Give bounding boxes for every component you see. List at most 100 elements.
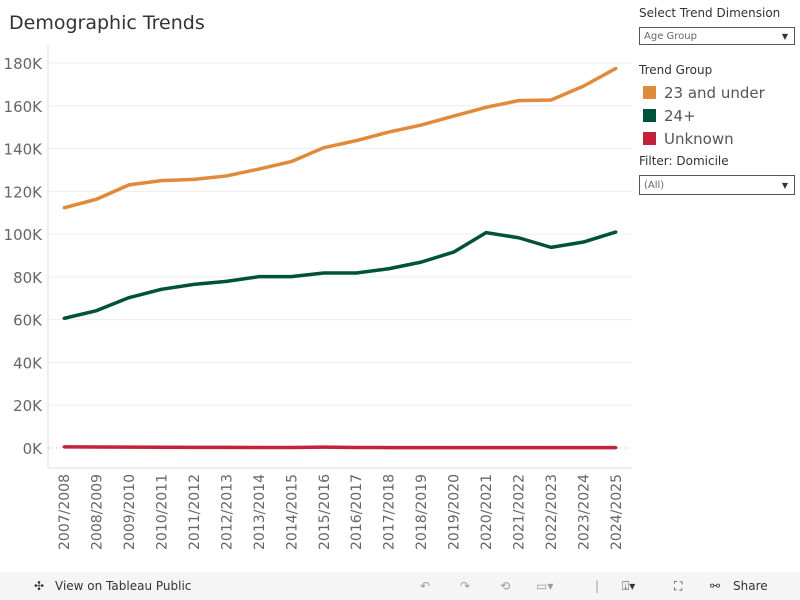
data-point[interactable] [452,446,456,450]
y-tick-label: 120K [4,183,44,201]
dropdown-value: Age Group [644,31,697,42]
y-tick-label: 100K [4,226,44,244]
legend-swatch [643,132,656,145]
data-point[interactable] [549,245,553,249]
data-point[interactable] [127,296,131,300]
x-tick-label: 2019/2020 [447,474,463,550]
x-tick-label: 2008/2009 [89,474,105,550]
x-tick-label: 2013/2014 [252,474,268,550]
data-point[interactable] [224,445,228,449]
data-point[interactable] [62,206,66,210]
data-point[interactable] [354,139,358,143]
data-point[interactable] [452,114,456,118]
view-on-tableau-link[interactable]: View on Tableau Public [55,579,192,593]
x-tick-label: 2020/2021 [479,474,495,550]
filter-label: Filter: Domicile [639,154,729,168]
legend-item[interactable]: Unknown [639,127,795,150]
legend: 23 and under 24+ Unknown [639,81,795,150]
data-point[interactable] [192,445,196,449]
data-point[interactable] [322,445,326,449]
series-line-24-[interactable] [63,230,617,321]
data-point[interactable] [419,446,423,450]
trend-dimension-dropdown[interactable]: Age Group ▼ [639,27,795,45]
data-point[interactable] [159,445,163,449]
legend-item[interactable]: 24+ [639,104,795,127]
legend-swatch [643,109,656,122]
y-tick-label: 160K [4,98,44,116]
data-point[interactable] [127,445,131,449]
data-point[interactable] [549,446,553,450]
trend-dimension-label: Select Trend Dimension [639,6,781,20]
data-point[interactable] [224,279,228,283]
series-line-23-and-under[interactable] [63,66,617,210]
data-point[interactable] [614,230,618,234]
data-point[interactable] [192,177,196,181]
data-point[interactable] [289,445,293,449]
data-point[interactable] [257,275,261,279]
x-tick-label: 2023/2024 [577,474,593,550]
legend-item[interactable]: 23 and under [639,81,795,104]
data-point[interactable] [354,271,358,275]
data-point[interactable] [484,105,488,109]
legend-swatch [643,86,656,99]
data-point[interactable] [62,445,66,449]
data-point[interactable] [94,445,98,449]
x-tick-label: 2017/2018 [382,474,398,550]
y-tick-label: 60K [13,312,43,330]
x-tick-label: 2007/2008 [57,474,73,550]
data-point[interactable] [224,174,228,178]
data-point[interactable] [452,250,456,254]
data-point[interactable] [322,146,326,150]
x-tick-label: 2011/2012 [187,474,203,550]
fullscreen-icon[interactable]: ⛶ [674,579,683,593]
data-point[interactable] [192,282,196,286]
data-point[interactable] [387,130,391,134]
legend-label: Unknown [664,129,734,148]
data-point[interactable] [289,160,293,164]
y-tick-label: 140K [4,141,44,159]
data-point[interactable] [257,445,261,449]
share-icon[interactable]: ⚯ [710,579,721,593]
data-point[interactable] [387,267,391,271]
data-point[interactable] [582,240,586,244]
data-point[interactable] [419,123,423,127]
domicile-filter-dropdown[interactable]: (All) ▼ [639,175,795,195]
download-icon[interactable]: ⍗▾ [622,579,636,593]
data-point[interactable] [484,231,488,235]
data-point[interactable] [614,66,618,70]
x-tick-label: 2016/2017 [349,474,365,550]
refresh-icon[interactable]: ▭▾ [536,579,554,593]
redo-icon[interactable]: ↷ [460,579,471,593]
revert-icon[interactable]: ⟲ [500,579,511,593]
data-point[interactable] [289,275,293,279]
data-point[interactable] [517,446,521,450]
legend-title: Trend Group [639,63,713,77]
data-point[interactable] [257,167,261,171]
data-point[interactable] [484,446,488,450]
y-tick-label: 80K [13,269,43,287]
data-point[interactable] [127,183,131,187]
y-tick-label: 40K [13,354,43,372]
data-point[interactable] [517,236,521,240]
share-button[interactable]: Share [733,579,768,593]
data-point[interactable] [387,446,391,450]
data-point[interactable] [159,179,163,183]
data-point[interactable] [614,446,618,450]
data-point[interactable] [94,197,98,201]
data-point[interactable] [94,309,98,313]
data-point[interactable] [62,316,66,320]
data-point[interactable] [419,260,423,264]
data-point[interactable] [354,445,358,449]
data-point[interactable] [549,98,553,102]
data-point[interactable] [582,84,586,88]
x-tick-label: 2015/2016 [317,474,333,550]
data-point[interactable] [159,287,163,291]
line-chart: 0K 20K 40K 60K 80K 100K 120K 140K 160K 180K 2007/2… [4,45,632,550]
x-tick-label: 2012/2013 [219,474,235,550]
series-line-unknown[interactable] [63,445,616,450]
data-point[interactable] [517,99,521,103]
caret-down-icon: ▼ [781,32,788,41]
data-point[interactable] [322,271,326,275]
data-point[interactable] [582,446,586,450]
undo-icon[interactable]: ↶ [420,579,431,593]
